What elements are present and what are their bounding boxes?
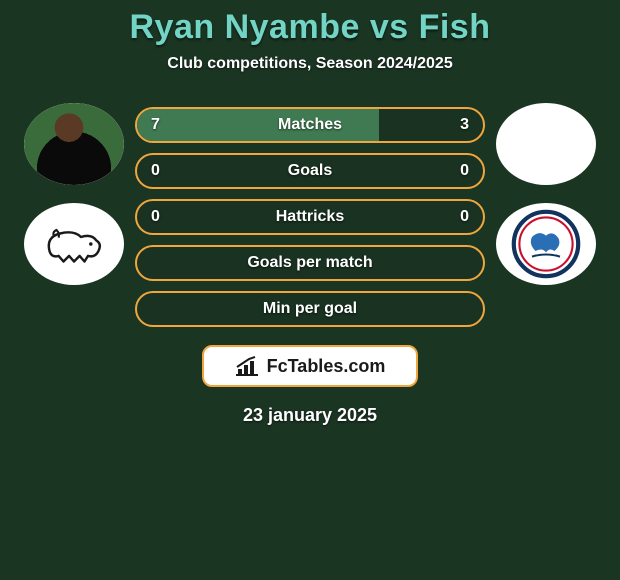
subtitle: Club competitions, Season 2024/2025: [0, 55, 620, 73]
right-player-column: [495, 103, 597, 285]
footer-logo: FcTables.com: [202, 345, 418, 387]
stat-right-value: 0: [460, 155, 469, 187]
chart-icon: [235, 355, 261, 377]
main-row: 7 Matches 3 0 Goals 0 0 Hattricks 0 Goal…: [0, 103, 620, 327]
stat-bar-goals-per-match: Goals per match: [135, 245, 485, 281]
stat-bar-goals: 0 Goals 0: [135, 153, 485, 189]
date-text: 23 january 2025: [0, 405, 620, 426]
stat-label: Matches: [137, 109, 483, 141]
stat-label: Goals per match: [137, 247, 483, 279]
page-title: Ryan Nyambe vs Fish: [0, 8, 620, 47]
cardiff-bluebird-icon: [511, 209, 581, 279]
footer-brand-text: FcTables.com: [267, 356, 386, 377]
stat-right-value: 3: [460, 109, 469, 141]
right-player-avatar: [496, 103, 596, 185]
player-photo-placeholder: [24, 103, 124, 185]
left-player-avatar: [24, 103, 124, 185]
stat-bar-matches: 7 Matches 3: [135, 107, 485, 143]
stat-label: Min per goal: [137, 293, 483, 325]
stat-bar-hattricks: 0 Hattricks 0: [135, 199, 485, 235]
left-player-column: [23, 103, 125, 285]
right-club-badge: [496, 203, 596, 285]
stat-label: Hattricks: [137, 201, 483, 233]
stat-label: Goals: [137, 155, 483, 187]
left-club-badge: [24, 203, 124, 285]
stat-bar-min-per-goal: Min per goal: [135, 291, 485, 327]
stat-right-value: 0: [460, 201, 469, 233]
stats-bars: 7 Matches 3 0 Goals 0 0 Hattricks 0 Goal…: [135, 103, 485, 327]
comparison-card: Ryan Nyambe vs Fish Club competitions, S…: [0, 0, 620, 426]
derby-ram-icon: [39, 219, 109, 269]
